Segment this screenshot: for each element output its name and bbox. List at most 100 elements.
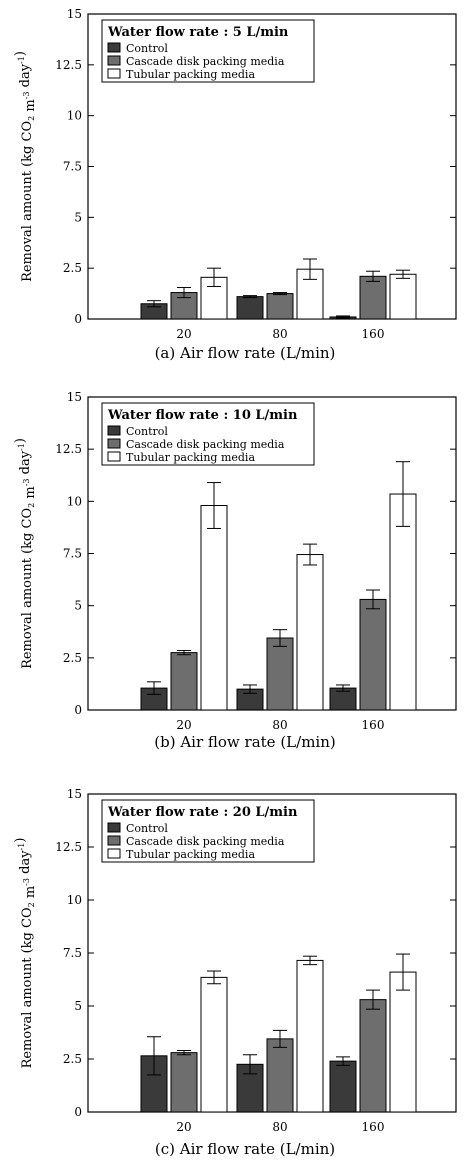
legend-item-label: Cascade disk packing media xyxy=(126,438,285,451)
x-tick-label: 20 xyxy=(176,327,191,341)
y-tick-label: 15 xyxy=(67,390,82,404)
y-tick-label: 7.5 xyxy=(63,946,82,960)
bar-0-1 xyxy=(236,296,264,320)
y-axis-label-part: -1 xyxy=(17,56,26,64)
x-tick-label: 80 xyxy=(272,718,287,732)
y-axis-label-part: ) xyxy=(13,51,28,56)
legend-swatch xyxy=(107,835,121,846)
y-axis-label-part: m xyxy=(23,486,38,502)
y-axis-label-part: day xyxy=(18,63,33,91)
y-axis-label-part: -3 xyxy=(22,92,31,100)
x-tick-label: 80 xyxy=(272,1120,287,1134)
legend-swatch xyxy=(107,68,121,79)
y-tick-label: 12.5 xyxy=(55,840,82,854)
legend-item-label: Control xyxy=(126,425,168,438)
y-axis-label-part: 2 xyxy=(27,503,36,508)
y-tick-label: 2.5 xyxy=(63,1052,82,1066)
y-tick-label: 12.5 xyxy=(55,442,82,456)
y-tick-label: 2.5 xyxy=(63,651,82,665)
legend-item-label: Control xyxy=(126,42,168,55)
x-tick-label: 20 xyxy=(176,1120,191,1134)
y-axis-label: Removal amount (kg CO2 m-3 day-1) xyxy=(13,838,38,1069)
legend-swatch xyxy=(107,425,121,436)
legend-box xyxy=(101,402,315,466)
y-axis-label-part: day xyxy=(18,850,33,878)
chart-panel-3: 0 2.5 5 7.5 10 12.5 15 Removal amount (kg CO2 m… xyxy=(13,787,457,1158)
legend-swatch xyxy=(107,451,121,462)
panel-caption: (a) Air flow rate (L/min) xyxy=(155,344,336,362)
legend-item-label: Cascade disk packing media xyxy=(126,55,285,68)
y-tick-label: 10 xyxy=(67,494,82,508)
chart-panel-2: 0 2.5 5 7.5 10 12.5 15 Removal amount (kg CO2 m… xyxy=(13,390,457,751)
x-tick-label: 160 xyxy=(362,327,385,341)
y-axis-label: Removal amount (kg CO2 m-3 day-1) xyxy=(13,51,38,282)
y-tick-label: 2.5 xyxy=(63,261,82,275)
y-axis-label-part: 2 xyxy=(27,902,36,907)
bar-0-2 xyxy=(329,1060,357,1113)
y-axis-label-part: Removal amount (kg CO xyxy=(20,121,35,282)
legend-title: Water flow rate : 20 L/min xyxy=(107,805,298,820)
y-axis-label-part: -1 xyxy=(17,443,26,451)
bar-1-1 xyxy=(266,637,294,711)
bar-1-1 xyxy=(266,293,294,320)
x-tick-label: 160 xyxy=(362,1120,385,1134)
legend-box xyxy=(101,19,315,83)
y-axis-label-part: Removal amount (kg CO xyxy=(20,907,35,1068)
bar-2-2 xyxy=(389,273,417,320)
y-tick-label: 7.5 xyxy=(63,547,82,561)
y-axis-label: Removal amount (kg CO2 m-3 day-1) xyxy=(13,438,38,669)
legend-swatch xyxy=(107,822,121,833)
y-axis-label-part: -3 xyxy=(22,479,31,487)
bar-1-2 xyxy=(359,275,387,320)
bar-1-0 xyxy=(170,1052,198,1113)
y-axis-label-part: ) xyxy=(13,438,28,443)
bar-1-0 xyxy=(170,652,198,711)
bar-1-2 xyxy=(359,598,387,711)
y-tick-label: 12.5 xyxy=(55,58,82,72)
bar-2-1 xyxy=(296,959,324,1113)
legend-title: Water flow rate : 5 L/min xyxy=(107,25,289,40)
legend-swatch xyxy=(107,438,121,449)
x-tick-label: 160 xyxy=(362,718,385,732)
y-axis-label-part: -3 xyxy=(22,878,31,886)
bar-2-1 xyxy=(296,554,324,711)
bar-2-0 xyxy=(200,505,228,711)
y-axis-label-part: day xyxy=(18,450,33,478)
bar-2-0 xyxy=(200,976,228,1113)
y-tick-label: 5 xyxy=(74,599,82,613)
panel-caption: (b) Air flow rate (L/min) xyxy=(154,733,335,751)
legend-swatch xyxy=(107,848,121,859)
legend-item-label: Control xyxy=(126,822,168,835)
bar-1-1 xyxy=(266,1038,294,1113)
legend-item-label: Tubular packing media xyxy=(126,848,255,861)
y-axis-label-part: -1 xyxy=(17,843,26,851)
chart-panel-1: 0 2.5 5 7.5 10 12.5 15 Removal amount (kg CO2 m… xyxy=(13,7,457,362)
panel-caption: (c) Air flow rate (L/min) xyxy=(155,1140,335,1158)
legend-box xyxy=(101,799,315,863)
y-axis-label-part: 2 xyxy=(27,116,36,121)
y-tick-label: 0 xyxy=(74,703,82,717)
legend-swatch xyxy=(107,42,121,53)
bar-1-2 xyxy=(359,999,387,1113)
x-tick-label: 20 xyxy=(176,718,191,732)
y-tick-label: 5 xyxy=(74,999,82,1013)
y-axis-label-part: Removal amount (kg CO xyxy=(20,508,35,669)
y-tick-label: 0 xyxy=(74,1105,82,1119)
y-axis-label-part: m xyxy=(23,99,38,115)
y-tick-label: 5 xyxy=(74,210,82,224)
y-tick-label: 0 xyxy=(74,312,82,326)
bar-2-2 xyxy=(389,971,417,1113)
legend-swatch xyxy=(107,55,121,66)
y-tick-label: 10 xyxy=(67,109,82,123)
y-tick-label: 10 xyxy=(67,893,82,907)
legend-item-label: Tubular packing media xyxy=(126,451,255,464)
y-axis-label-part: m xyxy=(23,886,38,902)
y-tick-label: 7.5 xyxy=(63,160,82,174)
legend-title: Water flow rate : 10 L/min xyxy=(107,408,298,423)
x-tick-label: 80 xyxy=(272,327,287,341)
y-tick-label: 15 xyxy=(67,7,82,21)
legend-item-label: Cascade disk packing media xyxy=(126,835,285,848)
y-tick-label: 15 xyxy=(67,787,82,801)
legend-item-label: Tubular packing media xyxy=(126,68,255,81)
